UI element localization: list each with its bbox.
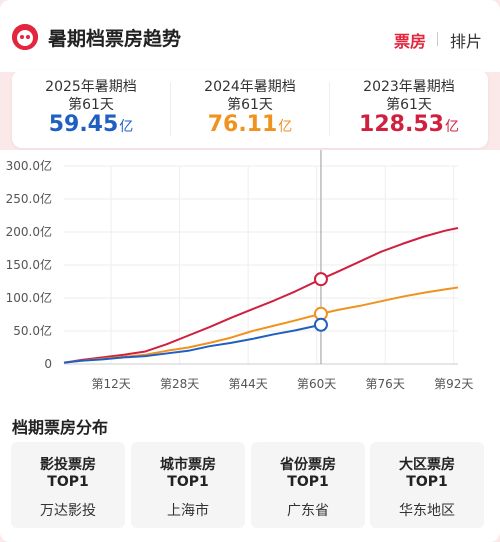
x-tick-label: 第60天 [297, 377, 336, 391]
x-tick-label: 第28天 [160, 377, 199, 391]
card-label: 影投票房 [40, 457, 96, 473]
stat-divider [329, 82, 330, 136]
distribution-card-province[interactable]: 省份票房 TOP1 广东省 [251, 442, 365, 528]
series-line-0 [63, 227, 459, 364]
y-tick-label: 150.0亿 [6, 257, 52, 272]
tab-box-office[interactable]: 票房 [394, 32, 427, 51]
card-label: 省份票房 [280, 457, 336, 473]
x-tick-label: 第76天 [366, 377, 405, 391]
distribution-section: 档期票房分布 影投票房 TOP1 万达影投 城市票房 TOP1 上海市 省份票房… [0, 400, 500, 542]
stat-unit: 亿 [119, 119, 134, 135]
card-rank: TOP1 [287, 474, 329, 490]
card-label: 大区票房 [399, 457, 455, 473]
stat-value: 128.53亿 [330, 112, 488, 137]
stat-2024: 2024年暑期档 第61天 76.11亿 [171, 70, 329, 148]
distribution-card-cinema-investor[interactable]: 影投票房 TOP1 万达影投 [11, 442, 125, 528]
card-value: 万达影投 [40, 503, 96, 519]
stat-day-label: 第61天 [68, 97, 114, 113]
stat-year-label: 2024年暑期档 [204, 79, 296, 95]
summary-stats-panel: 2025年暑期档 第61天 59.45亿 2024年暑期档 第61天 76.11… [12, 70, 488, 148]
x-tick-label: 第44天 [229, 377, 268, 391]
stat-2023: 2023年暑期档 第61天 128.53亿 [330, 70, 488, 148]
stat-unit: 亿 [444, 119, 459, 135]
y-tick-label: 50.0亿 [13, 323, 52, 338]
y-tick-label: 100.0亿 [6, 290, 52, 305]
card-rank: TOP1 [406, 474, 448, 490]
distribution-title: 档期票房分布 [12, 418, 109, 437]
cat-face-logo-icon [12, 24, 38, 50]
box-office-trend-chart[interactable]: 0 50.0亿 100.0亿 150.0亿 200.0亿 250.0亿 300.0亿第12天… [0, 150, 500, 400]
distribution-card-region[interactable]: 大区票房 TOP1 华东地区 [370, 442, 484, 528]
stat-value: 76.11亿 [171, 112, 329, 137]
distribution-card-city[interactable]: 城市票房 TOP1 上海市 [131, 442, 245, 528]
stat-value: 59.45亿 [12, 112, 170, 137]
stat-2025: 2025年暑期档 第61天 59.45亿 [12, 70, 170, 148]
x-tick-label: 第12天 [91, 377, 130, 391]
card-rank: TOP1 [167, 474, 209, 490]
x-tick-label: 第92天 [434, 377, 473, 391]
stat-number: 128.53 [359, 112, 444, 137]
y-tick-label: 0 [44, 357, 52, 371]
series-line-2 [63, 323, 322, 364]
series-marker-2 [313, 317, 328, 332]
stat-day-label: 第61天 [386, 97, 432, 113]
card-value: 广东省 [287, 503, 329, 519]
page-title: 暑期档票房趋势 [48, 28, 182, 50]
series-marker-0 [313, 272, 328, 287]
y-tick-label: 300.0亿 [6, 158, 52, 173]
header-bar: 暑期档票房趋势 票房 排片 [0, 0, 500, 72]
stat-year-label: 2025年暑期档 [45, 79, 137, 95]
tab-divider [437, 32, 438, 46]
chart-svg[interactable]: 0 50.0亿 100.0亿 150.0亿 200.0亿 250.0亿 300.0亿第12天… [0, 150, 500, 400]
card-label: 城市票房 [160, 457, 216, 473]
stat-day-label: 第61天 [227, 97, 273, 113]
stat-number: 76.11 [207, 112, 278, 137]
stat-unit: 亿 [278, 119, 293, 135]
series-line-1 [63, 286, 459, 364]
stat-number: 59.45 [48, 112, 119, 137]
stat-divider [170, 82, 171, 136]
card-value: 华东地区 [399, 503, 455, 519]
stat-year-label: 2023年暑期档 [363, 79, 455, 95]
tab-schedule[interactable]: 排片 [450, 32, 483, 51]
y-tick-label: 250.0亿 [6, 191, 52, 206]
card-rank: TOP1 [47, 474, 89, 490]
y-tick-label: 200.0亿 [6, 224, 52, 239]
card-value: 上海市 [167, 503, 209, 519]
